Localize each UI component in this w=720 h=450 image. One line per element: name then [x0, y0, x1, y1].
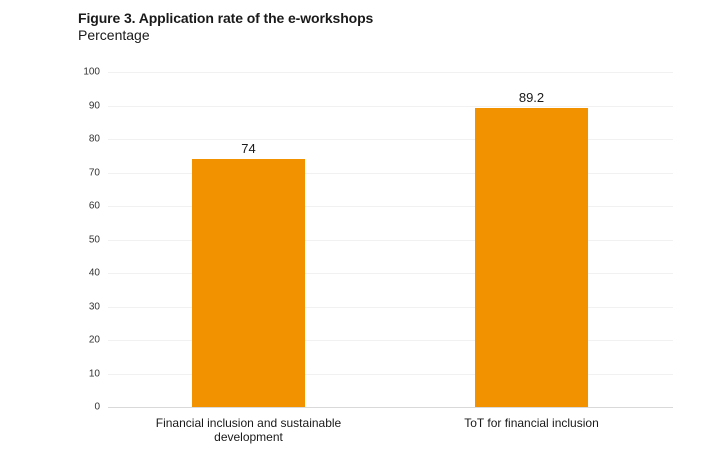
y-tick-label: 90 — [88, 100, 100, 112]
chart-title: Figure 3. Application rate of the e-work… — [78, 10, 374, 26]
y-tick-label: 40 — [88, 267, 100, 279]
x-category-label: Financial inclusion and sustainable deve… — [155, 416, 342, 444]
bar-value-label: 74 — [241, 141, 256, 156]
gridline — [108, 106, 673, 107]
gridline — [108, 139, 673, 140]
bar-value-label: 89.2 — [518, 90, 545, 105]
gridline — [108, 72, 673, 73]
y-tick-label: 60 — [88, 200, 100, 212]
y-tick-label: 80 — [88, 133, 100, 145]
gridline — [108, 273, 673, 274]
y-tick-label: 30 — [88, 301, 100, 313]
y-tick-label: 0 — [94, 401, 100, 413]
x-axis-line — [108, 407, 673, 408]
y-tick-label: 50 — [88, 234, 100, 246]
gridline — [108, 340, 673, 341]
x-category-label: ToT for financial inclusion — [464, 416, 599, 430]
bar — [475, 108, 588, 407]
gridline — [108, 173, 673, 174]
y-tick-label: 20 — [88, 334, 100, 346]
gridline — [108, 307, 673, 308]
bar — [192, 159, 305, 407]
y-tick-label: 10 — [88, 368, 100, 380]
gridline — [108, 374, 673, 375]
gridline — [108, 240, 673, 241]
chart-subtitle: Percentage — [78, 27, 150, 43]
y-tick-label: 70 — [88, 167, 100, 179]
gridline — [108, 206, 673, 207]
y-tick-label: 100 — [83, 66, 100, 78]
